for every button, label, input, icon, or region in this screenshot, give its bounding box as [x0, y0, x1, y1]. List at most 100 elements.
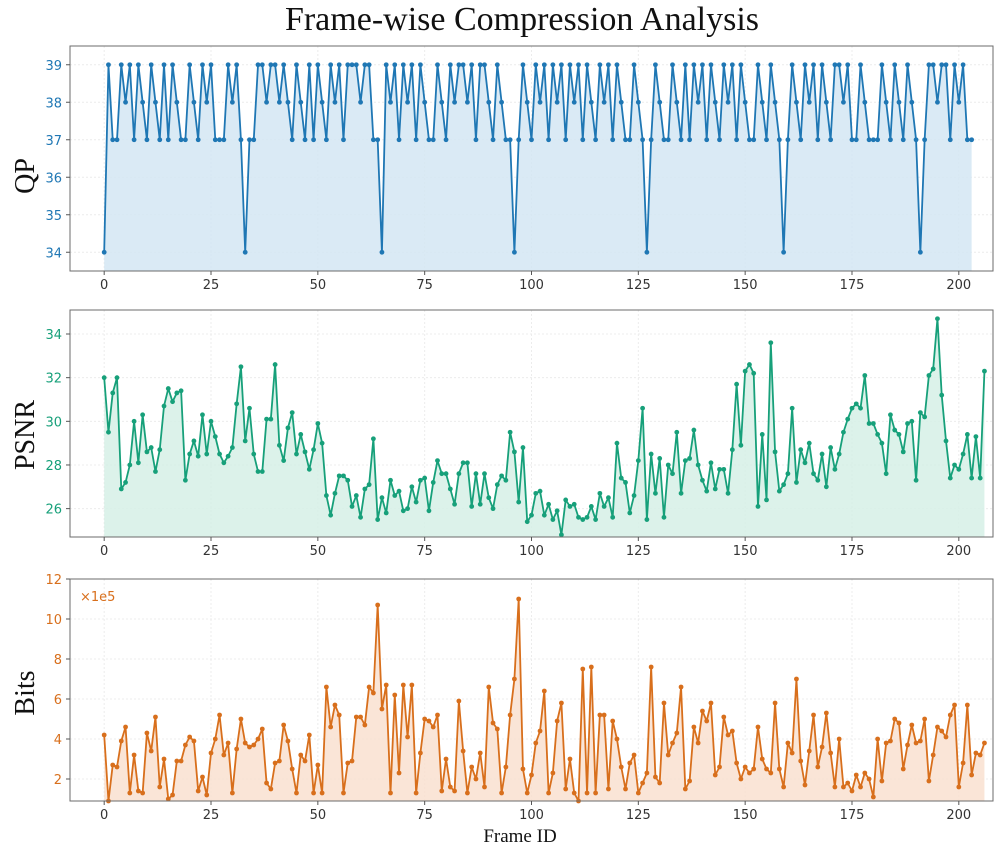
qp-point [823, 99, 829, 105]
qp-point [806, 99, 812, 105]
psnr-point [264, 416, 269, 422]
qp-point [802, 62, 808, 68]
bits-point [776, 766, 782, 772]
psnr-point [922, 414, 928, 420]
bits-point [405, 734, 410, 740]
qp-point [742, 99, 748, 105]
bits-point [947, 712, 953, 718]
qp-x-tick-label: 75 [416, 278, 433, 293]
psnr-point [691, 427, 697, 433]
qp-point [943, 62, 949, 68]
psnr-point [110, 390, 116, 396]
qp-point [768, 62, 774, 68]
psnr-point [311, 447, 316, 453]
bits-point [764, 766, 769, 772]
psnr-point [247, 405, 252, 411]
psnr-point [405, 506, 410, 512]
bits-point [806, 748, 812, 754]
psnr-point [127, 462, 133, 468]
psnr-point [341, 473, 346, 479]
qp-point [849, 137, 855, 143]
bits-point [537, 728, 543, 734]
bits-point [319, 790, 325, 796]
bits-offset-text: ×1e5 [80, 590, 115, 605]
qp-x-tick-label: 125 [626, 278, 651, 293]
qp-point [430, 137, 436, 143]
psnr-point [665, 462, 671, 468]
psnr-point [849, 405, 855, 411]
qp-point [106, 62, 111, 68]
qp-point [601, 99, 607, 105]
bits-point [836, 736, 842, 742]
bits-point [422, 716, 428, 722]
qp-point [161, 62, 167, 68]
qp-point [110, 137, 116, 143]
qp-point [238, 137, 244, 143]
bits-point [268, 786, 274, 792]
psnr-point [195, 453, 201, 459]
bits-point [853, 772, 859, 778]
bits-point [281, 722, 287, 728]
qp-point [559, 62, 564, 68]
psnr-point [200, 412, 205, 418]
qp-point [319, 99, 325, 105]
psnr-point [559, 532, 564, 538]
psnr-point [747, 362, 752, 367]
psnr-point [170, 399, 175, 405]
bits-point [148, 748, 154, 754]
bits-point [734, 760, 740, 766]
psnr-point [888, 412, 893, 418]
psnr-x-tick-label: 175 [840, 544, 865, 559]
psnr-point [930, 366, 936, 372]
psnr-point [328, 512, 334, 518]
bits-point [875, 736, 881, 742]
qp-point [165, 137, 171, 143]
psnr-panel: PSNR 0 25 50 75 100 125 150 175 200 26 28 30 32 34 [10, 309, 994, 559]
psnr-y-tick-label: 32 [45, 372, 62, 387]
bits-y-label: Bits [10, 670, 41, 715]
qp-point [123, 99, 128, 105]
qp-point [691, 62, 697, 68]
qp-point [584, 62, 590, 68]
psnr-point [712, 486, 718, 492]
qp-point [311, 137, 316, 143]
qp-point [229, 99, 235, 105]
bits-y-tick-label: 2 [54, 773, 62, 788]
qp-point [870, 137, 876, 143]
bits-point [512, 676, 517, 682]
qp-point [729, 62, 735, 68]
bits-point [550, 770, 556, 776]
psnr-point [276, 442, 282, 448]
qp-point [751, 137, 757, 143]
bits-point [114, 764, 120, 770]
psnr-point [917, 410, 923, 415]
psnr-point [191, 438, 197, 444]
qp-point [597, 62, 603, 68]
bits-point [721, 714, 727, 720]
bits-point [379, 706, 385, 712]
bits-point [819, 744, 825, 750]
qp-point [328, 62, 334, 68]
psnr-x-tick-label: 125 [626, 544, 651, 559]
bits-point [225, 740, 231, 746]
bits-point [849, 788, 855, 794]
psnr-point [140, 412, 146, 418]
qp-point [862, 99, 868, 105]
bits-point [174, 758, 180, 764]
qp-point [140, 99, 146, 105]
psnr-point [242, 438, 248, 444]
psnr-point [781, 482, 787, 488]
psnr-point [422, 475, 428, 481]
qp-point [554, 99, 560, 105]
qp-point [635, 99, 641, 105]
psnr-point [452, 501, 457, 507]
bits-point [674, 730, 680, 736]
psnr-point [400, 508, 406, 514]
bits-x-tick-label: 175 [840, 808, 865, 823]
psnr-point [841, 429, 846, 435]
psnr-point [187, 451, 193, 457]
bits-point [546, 790, 551, 796]
bits-point [533, 740, 539, 746]
psnr-point [601, 504, 607, 509]
qp-point [892, 62, 898, 68]
